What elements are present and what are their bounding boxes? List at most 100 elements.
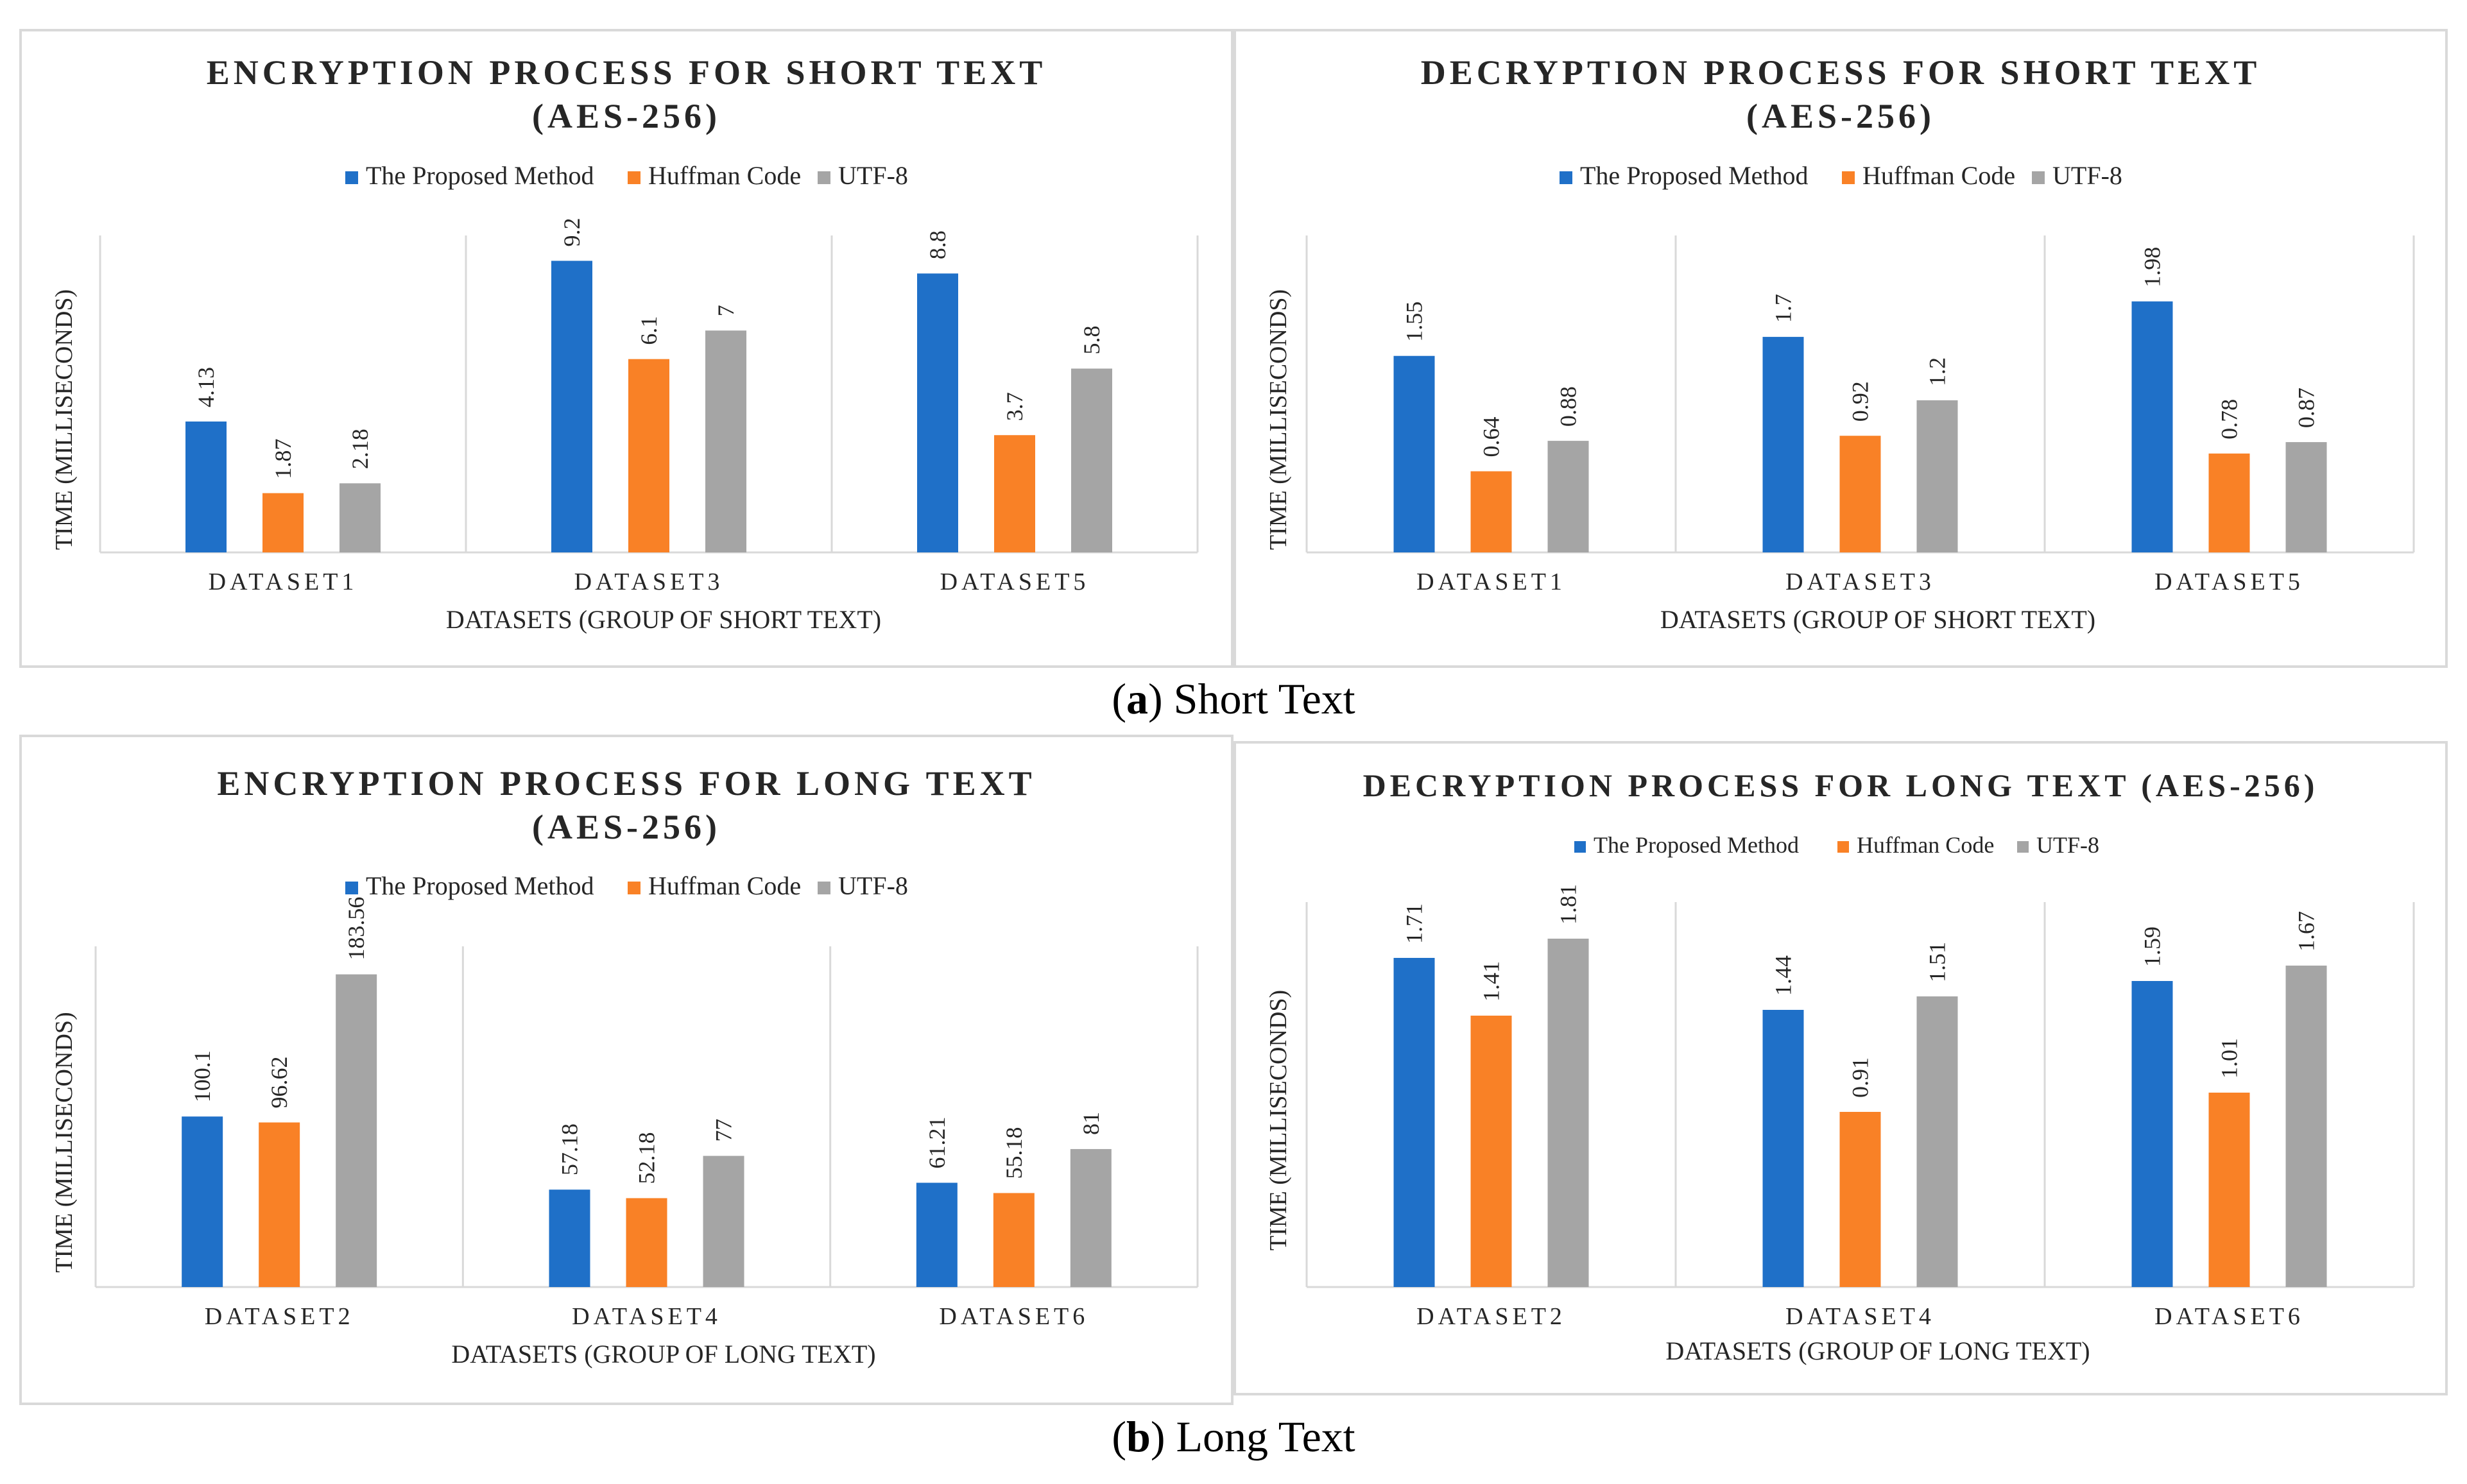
data-label-utf8-dataset3: 7	[713, 305, 739, 316]
legend-swatch-proposed	[1560, 171, 1572, 184]
bar-huffman-dataset4	[1839, 1112, 1881, 1287]
category-label-dataset5: DATASET5	[940, 568, 1090, 595]
legend-label-huffman: Huffman Code	[1862, 161, 2015, 190]
chart-title-line: ENCRYPTION PROCESS FOR SHORT TEXT	[207, 53, 1046, 92]
legend-swatch-proposed	[345, 882, 358, 894]
data-label-utf8-dataset1: 0.88	[1556, 386, 1581, 427]
chart-panel-decryption-long: DECRYPTION PROCESS FOR LONG TEXT (AES-25…	[1234, 741, 2448, 1395]
data-label-huffman-dataset6: 1.01	[2217, 1038, 2242, 1079]
data-label-proposed-dataset2: 100.1	[189, 1050, 215, 1102]
data-label-utf8-dataset2: 183.56	[343, 897, 369, 960]
data-label-proposed-dataset3: 1.7	[1771, 294, 1796, 323]
bar-huffman-dataset1	[262, 493, 304, 552]
data-label-utf8-dataset5: 5.8	[1079, 325, 1105, 354]
caption-a: (a) Short Text	[1112, 674, 1355, 723]
category-label-dataset3: DATASET3	[1785, 568, 1935, 595]
bar-utf8-dataset2	[1547, 939, 1589, 1287]
chart-title-line: DECRYPTION PROCESS FOR LONG TEXT (AES-25…	[1363, 767, 2319, 803]
bar-proposed-dataset3	[551, 260, 592, 552]
legend: The Proposed Method Huffman Code UTF-8	[1574, 832, 2099, 858]
data-label-proposed-dataset6: 1.59	[2140, 926, 2165, 967]
data-label-utf8-dataset4: 77	[711, 1119, 737, 1142]
bar-utf8-dataset1	[1547, 441, 1589, 552]
legend-label-utf8: UTF-8	[2036, 832, 2099, 858]
data-label-huffman-dataset3: 6.1	[636, 316, 662, 345]
data-label-proposed-dataset5: 8.8	[925, 230, 950, 259]
category-label-dataset1: DATASET1	[209, 568, 358, 595]
bar-utf8-dataset4	[703, 1156, 744, 1287]
bar-utf8-dataset5	[2285, 442, 2327, 552]
y-axis-title: TIME (MILLISECONDS)	[51, 1012, 78, 1272]
bar-proposed-dataset1	[1393, 355, 1435, 552]
data-label-huffman-dataset3: 0.92	[1848, 381, 1873, 422]
bar-proposed-dataset1	[185, 421, 227, 552]
encryption-long-chart: ENCRYPTION PROCESS FOR LONG TEXT (AES-256…	[51, 764, 1199, 1369]
data-label-huffman-dataset1: 1.87	[270, 439, 296, 479]
chart-title-line: (AES-256)	[1746, 97, 1935, 135]
data-label-huffman-dataset2: 96.62	[266, 1056, 292, 1108]
legend-label-utf8: UTF-8	[838, 871, 908, 900]
data-label-huffman-dataset5: 0.78	[2217, 399, 2242, 439]
decryption-long-chart: DECRYPTION PROCESS FOR LONG TEXT (AES-25…	[1265, 767, 2415, 1365]
bar-huffman-dataset3	[1839, 436, 1881, 552]
y-axis-title: TIME (MILLISECONDS)	[1265, 289, 1292, 550]
bar-utf8-dataset5	[1071, 368, 1112, 552]
data-label-proposed-dataset1: 4.13	[193, 367, 219, 407]
data-label-proposed-dataset5: 1.98	[2140, 247, 2165, 287]
bar-utf8-dataset6	[2285, 966, 2327, 1287]
category-label-dataset2: DATASET2	[205, 1303, 354, 1330]
legend-swatch-utf8	[818, 171, 830, 184]
legend-label-proposed: The Proposed Method	[366, 161, 594, 190]
bar-huffman-dataset4	[626, 1198, 667, 1287]
bar-utf8-dataset4	[1916, 996, 1958, 1287]
decryption-short-chart: DECRYPTION PROCESS FOR SHORT TEXT (AES-25…	[1265, 53, 2415, 634]
data-label-proposed-dataset2: 1.71	[1402, 903, 1427, 944]
legend-swatch-huffman	[1837, 841, 1849, 853]
data-label-proposed-dataset4: 1.44	[1771, 955, 1796, 996]
bar-huffman-dataset6	[2208, 1093, 2250, 1287]
data-label-huffman-dataset1: 0.64	[1479, 417, 1504, 457]
y-axis-title: TIME (MILLISECONDS)	[1265, 990, 1292, 1250]
bar-proposed-dataset4	[1762, 1010, 1804, 1287]
category-label-dataset4: DATASET4	[572, 1303, 721, 1330]
data-label-utf8-dataset3: 1.2	[1925, 357, 1950, 386]
chart-panel-encryption-short: ENCRYPTION PROCESS FOR SHORT TEXT (AES-25…	[19, 29, 1234, 668]
legend-label-proposed: The Proposed Method	[1594, 832, 1799, 858]
bar-huffman-dataset5	[2208, 453, 2250, 552]
bar-proposed-dataset5	[917, 273, 958, 552]
data-label-huffman-dataset4: 0.91	[1848, 1057, 1873, 1098]
chart-title-line: (AES-256)	[532, 808, 721, 846]
caption-b-letter: b	[1126, 1412, 1151, 1461]
data-label-proposed-dataset1: 1.55	[1402, 302, 1427, 342]
category-label-dataset6: DATASET6	[939, 1303, 1088, 1330]
legend-label-utf8: UTF-8	[838, 161, 908, 190]
bar-utf8-dataset2	[336, 974, 377, 1287]
data-label-utf8-dataset6: 1.67	[2294, 911, 2319, 951]
legend-label-utf8: UTF-8	[2052, 161, 2122, 190]
bar-utf8-dataset3	[1916, 400, 1958, 552]
chart-panel-encryption-long: ENCRYPTION PROCESS FOR LONG TEXT (AES-256…	[19, 735, 1234, 1405]
chart-title-line: DECRYPTION PROCESS FOR SHORT TEXT	[1421, 53, 2260, 92]
data-label-proposed-dataset4: 57.18	[557, 1123, 583, 1175]
bar-huffman-dataset6	[993, 1193, 1035, 1287]
data-label-utf8-dataset6: 81	[1078, 1112, 1104, 1135]
caption-b: (b) Long Text	[1112, 1412, 1355, 1461]
chart-panel-decryption-short: DECRYPTION PROCESS FOR SHORT TEXT (AES-25…	[1234, 29, 2448, 668]
legend-swatch-huffman	[628, 882, 640, 894]
legend: The Proposed Method Huffman Code UTF-8	[345, 871, 908, 900]
legend-label-huffman: Huffman Code	[1857, 832, 1994, 858]
data-label-utf8-dataset5: 0.87	[2294, 388, 2319, 428]
legend-label-huffman: Huffman Code	[648, 161, 801, 190]
data-label-huffman-dataset6: 55.18	[1001, 1127, 1027, 1179]
bar-huffman-dataset5	[994, 435, 1035, 552]
legend-label-proposed: The Proposed Method	[366, 871, 594, 900]
legend-swatch-proposed	[345, 171, 358, 184]
bar-proposed-dataset5	[2131, 301, 2173, 552]
bar-utf8-dataset3	[705, 330, 746, 552]
bar-proposed-dataset2	[1393, 958, 1435, 1287]
bar-huffman-dataset2	[1470, 1016, 1512, 1287]
legend-swatch-utf8	[2032, 171, 2045, 184]
x-axis-title: DATASETS (GROUP OF SHORT TEXT)	[446, 605, 881, 634]
bar-proposed-dataset6	[916, 1182, 958, 1287]
caption-a-text: Short Text	[1162, 674, 1355, 723]
